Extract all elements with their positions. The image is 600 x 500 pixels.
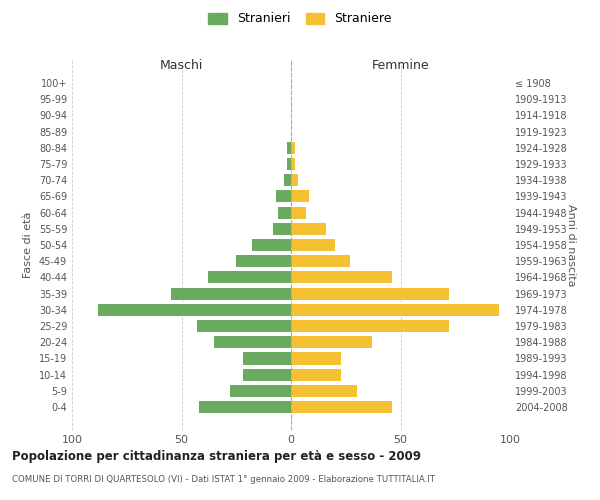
Bar <box>291 352 341 364</box>
Bar <box>251 239 291 251</box>
Bar <box>287 158 291 170</box>
Bar <box>214 336 291 348</box>
Bar <box>236 255 291 268</box>
Bar <box>243 352 291 364</box>
Bar <box>291 304 499 316</box>
Bar <box>199 401 291 413</box>
Bar <box>230 385 291 397</box>
Bar <box>287 142 291 154</box>
Text: Maschi: Maschi <box>160 58 203 71</box>
Bar <box>243 368 291 381</box>
Y-axis label: Anni di nascita: Anni di nascita <box>566 204 576 286</box>
Bar <box>284 174 291 186</box>
Bar <box>98 304 291 316</box>
Text: COMUNE DI TORRI DI QUARTESOLO (VI) - Dati ISTAT 1° gennaio 2009 - Elaborazione T: COMUNE DI TORRI DI QUARTESOLO (VI) - Dat… <box>12 475 435 484</box>
Text: Popolazione per cittadinanza straniera per età e sesso - 2009: Popolazione per cittadinanza straniera p… <box>12 450 421 463</box>
Bar <box>208 272 291 283</box>
Bar <box>291 272 392 283</box>
Bar <box>291 255 350 268</box>
Bar <box>291 368 341 381</box>
Bar <box>291 385 357 397</box>
Bar <box>197 320 291 332</box>
Legend: Stranieri, Straniere: Stranieri, Straniere <box>205 8 395 29</box>
Bar <box>291 206 307 218</box>
Bar <box>291 336 372 348</box>
Bar <box>291 401 392 413</box>
Bar <box>291 190 308 202</box>
Bar <box>291 239 335 251</box>
Text: Femmine: Femmine <box>371 58 430 71</box>
Bar <box>291 174 298 186</box>
Bar <box>291 158 295 170</box>
Bar <box>291 222 326 235</box>
Y-axis label: Fasce di età: Fasce di età <box>23 212 33 278</box>
Bar <box>274 222 291 235</box>
Bar <box>291 320 449 332</box>
Bar <box>275 190 291 202</box>
Bar <box>170 288 291 300</box>
Bar <box>291 288 449 300</box>
Bar <box>291 142 295 154</box>
Bar <box>278 206 291 218</box>
